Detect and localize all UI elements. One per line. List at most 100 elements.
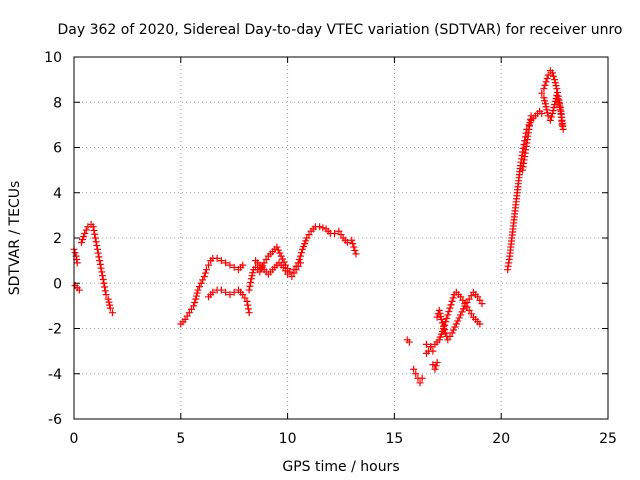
data-point (449, 294, 457, 302)
data-point (244, 301, 252, 309)
data-point (429, 347, 437, 355)
data-point (256, 268, 264, 276)
data-point (244, 305, 252, 313)
data-point (94, 249, 102, 257)
data-point (108, 309, 116, 317)
data-point (104, 295, 112, 303)
data-point (543, 109, 551, 117)
data-point (73, 259, 81, 267)
data-point (527, 112, 535, 120)
data-point (556, 100, 564, 108)
data-point (556, 104, 564, 112)
data-point (98, 272, 106, 280)
data-point (297, 249, 305, 257)
x-tick-label: 0 (70, 431, 79, 447)
data-point (538, 110, 546, 118)
data-point (276, 249, 284, 257)
data-point (89, 223, 97, 231)
data-point (316, 223, 324, 231)
data-point (296, 252, 304, 260)
data-point (546, 116, 554, 124)
y-tick-label: 4 (53, 186, 62, 202)
data-point (245, 286, 253, 294)
data-point (192, 292, 200, 300)
data-point (550, 72, 558, 80)
data-point (352, 250, 360, 258)
data-point (544, 112, 552, 120)
data-point (295, 255, 303, 263)
data-point (202, 266, 210, 274)
data-point (101, 287, 109, 295)
data-point (99, 275, 107, 283)
data-point (448, 329, 456, 337)
data-point (296, 259, 304, 267)
data-point (284, 270, 292, 278)
data-point (92, 238, 100, 246)
data-point (433, 313, 441, 321)
data-point (194, 286, 202, 294)
data-point (100, 279, 108, 287)
data-point (553, 88, 561, 96)
data-point (230, 288, 238, 296)
data-point (80, 232, 88, 240)
data-point (349, 240, 357, 248)
y-tick-label: 8 (53, 95, 62, 111)
y-tick-labels: -6 -4 -2 0 2 4 6 8 10 (44, 50, 62, 428)
data-point (433, 358, 441, 366)
data-point (476, 320, 484, 328)
data-point (478, 300, 486, 308)
data-point (95, 253, 103, 261)
data-point (217, 257, 225, 265)
data-point (248, 272, 256, 280)
data-point (239, 261, 247, 269)
data-point (544, 71, 552, 79)
data-point (416, 379, 424, 387)
y-tick-label: 2 (53, 231, 62, 247)
data-point (222, 259, 230, 267)
data-point (543, 106, 551, 114)
data-point (197, 279, 205, 287)
data-point (449, 326, 457, 334)
data-point (459, 305, 467, 313)
data-point (437, 315, 445, 323)
data-point (81, 229, 89, 237)
data-point (98, 268, 106, 276)
y-tick-label: 10 (44, 50, 62, 66)
data-point (446, 304, 454, 312)
data-point (105, 298, 113, 306)
data-point (201, 269, 209, 277)
data-point (279, 255, 287, 263)
data-point (410, 365, 418, 373)
data-point (552, 82, 560, 90)
data-point (82, 226, 90, 234)
x-tick-label: 25 (599, 431, 617, 447)
data-point (451, 323, 459, 331)
data-point (549, 107, 557, 115)
data-point (541, 100, 549, 108)
x-tick-label: 5 (176, 431, 185, 447)
data-point (422, 340, 430, 348)
data-point (429, 361, 437, 369)
data-point (273, 243, 281, 251)
x-tick-label: 10 (279, 431, 297, 447)
data-point (90, 226, 98, 234)
data-point (205, 261, 213, 269)
data-point (77, 239, 85, 247)
data-point (454, 317, 462, 325)
data-point (412, 370, 420, 378)
data-point (274, 246, 282, 254)
data-point (102, 291, 110, 299)
data-point (553, 85, 561, 93)
data-point (443, 314, 451, 322)
data-point (348, 236, 356, 244)
data-point (452, 320, 460, 328)
data-point (96, 257, 104, 265)
data-point (319, 224, 327, 232)
data-point (442, 318, 450, 326)
x-tick-label: 15 (385, 431, 403, 447)
data-point (190, 302, 198, 310)
data-point (427, 343, 435, 351)
data-point (555, 96, 563, 104)
data-point (97, 264, 105, 272)
